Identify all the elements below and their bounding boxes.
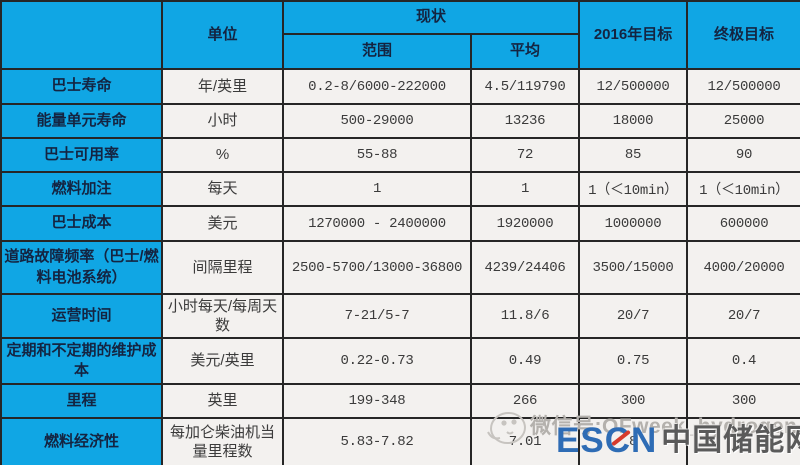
cell-unit: 每加仑柴油机当量里程数 (161, 417, 284, 465)
table-row: 里程 英里 199-348 266 300 300 (0, 383, 800, 419)
row-label: 能量单元寿命 (0, 103, 163, 139)
cell-average: 72 (469, 137, 581, 173)
cell-average: 0.49 (469, 337, 581, 385)
cell-ultimate: 0.4 (686, 337, 800, 385)
cell-ultimate: 1（＜10min） (686, 171, 800, 207)
cell-range: 0.2-8/6000-222000 (282, 68, 472, 105)
header-current: 现状 (281, 0, 581, 35)
row-label: 巴士可用率 (0, 137, 163, 173)
cell-range: 0.22-0.73 (282, 337, 472, 385)
cell-target-2016: 12/500000 (578, 68, 689, 105)
table-row: 道路故障频率（巴士/燃料电池系统） 间隔里程 2500-5700/13000-3… (0, 240, 800, 295)
cell-average: 7.01 (469, 417, 581, 465)
cell-target-2016: 1000000 (578, 205, 689, 242)
cell-unit: % (161, 137, 284, 173)
cell-target-2016: 85 (578, 137, 689, 173)
cell-average: 4.5/119790 (469, 68, 581, 105)
cell-target-2016: 18000 (578, 103, 689, 139)
row-label: 燃料加注 (0, 171, 163, 207)
cell-target-2016: 300 (578, 383, 689, 419)
cell-unit: 美元 (161, 205, 284, 242)
cell-unit: 英里 (161, 383, 284, 419)
header-range: 范围 (282, 33, 472, 70)
cell-unit: 美元/英里 (161, 337, 284, 385)
cell-average: 1920000 (469, 205, 581, 242)
cell-ultimate: 4000/20000 (686, 240, 800, 295)
header-corner-cell (0, 0, 163, 70)
cell-unit: 小时每天/每周天数 (161, 293, 284, 339)
cell-target-2016: 3500/15000 (578, 240, 689, 295)
row-label: 运营时间 (0, 293, 163, 339)
header-target-2016: 2016年目标 (578, 0, 689, 70)
cell-range: 55-88 (282, 137, 472, 173)
cell-unit: 年/英里 (161, 68, 284, 105)
table-row: 燃料加注 每天 1 1 1（＜10min） 1（＜10min） (0, 171, 800, 207)
cell-average: 4239/24406 (469, 240, 581, 295)
row-label: 定期和不定期的维护成本 (0, 337, 163, 385)
cell-average: 266 (469, 383, 581, 419)
table-row: 巴士可用率 % 55-88 72 85 90 (0, 137, 800, 173)
table-body: 巴士寿命 年/英里 0.2-8/6000-222000 4.5/119790 1… (0, 68, 800, 465)
cell-average: 11.8/6 (469, 293, 581, 339)
cell-range: 7-21/5-7 (282, 293, 472, 339)
table-row: 巴士寿命 年/英里 0.2-8/6000-222000 4.5/119790 1… (0, 68, 800, 105)
table-row: 燃料经济性 每加仑柴油机当量里程数 5.83-7.82 7.01 8 8 (0, 417, 800, 465)
cell-target-2016: 8 (578, 417, 689, 465)
row-label: 巴士成本 (0, 205, 163, 242)
header-ultimate: 终极目标 (686, 0, 800, 70)
table-row: 巴士成本 美元 1270000 - 2400000 1920000 100000… (0, 205, 800, 242)
cell-average: 13236 (469, 103, 581, 139)
table-header: 单位 现状 2016年目标 终极目标 范围 平均 (0, 0, 800, 70)
cell-ultimate: 8 (686, 417, 800, 465)
cell-range: 5.83-7.82 (282, 417, 472, 465)
cell-average: 1 (469, 171, 581, 207)
cell-range: 500-29000 (282, 103, 472, 139)
cell-ultimate: 12/500000 (686, 68, 800, 105)
header-average: 平均 (469, 33, 581, 70)
cell-unit: 间隔里程 (161, 240, 284, 295)
cell-range: 2500-5700/13000-36800 (282, 240, 472, 295)
cell-target-2016: 0.75 (578, 337, 689, 385)
row-label: 道路故障频率（巴士/燃料电池系统） (0, 240, 163, 295)
cell-ultimate: 600000 (686, 205, 800, 242)
cell-unit: 小时 (161, 103, 284, 139)
table-row: 运营时间 小时每天/每周天数 7-21/5-7 11.8/6 20/7 20/7 (0, 293, 800, 339)
cell-ultimate: 90 (686, 137, 800, 173)
cell-range: 199-348 (282, 383, 472, 419)
table-row: 定期和不定期的维护成本 美元/英里 0.22-0.73 0.49 0.75 0.… (0, 337, 800, 385)
header-unit: 单位 (161, 0, 284, 70)
cell-target-2016: 1（＜10min） (578, 171, 689, 207)
cell-range: 1270000 - 2400000 (282, 205, 472, 242)
cell-unit: 每天 (161, 171, 284, 207)
row-label: 里程 (0, 383, 163, 419)
cell-range: 1 (282, 171, 472, 207)
row-label: 巴士寿命 (0, 68, 163, 105)
cell-ultimate: 300 (686, 383, 800, 419)
cell-ultimate: 20/7 (686, 293, 800, 339)
cell-target-2016: 20/7 (578, 293, 689, 339)
table-row: 能量单元寿命 小时 500-29000 13236 18000 25000 (0, 103, 800, 139)
row-label: 燃料经济性 (0, 417, 163, 465)
cell-ultimate: 25000 (686, 103, 800, 139)
